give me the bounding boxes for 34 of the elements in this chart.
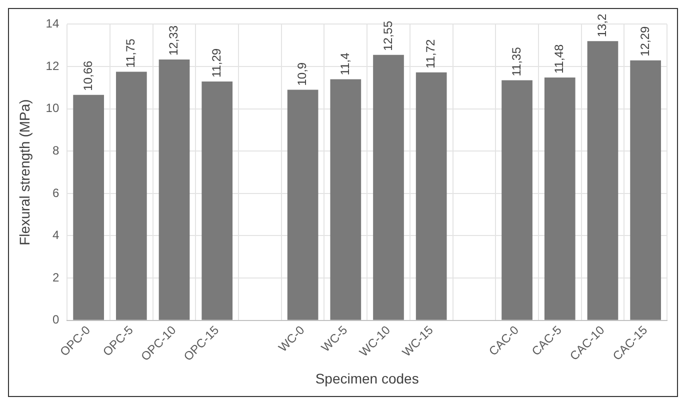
bar [330,79,362,320]
bar [287,90,318,320]
data-label: 12,29 [638,26,652,56]
data-label: 13,2 [595,13,610,38]
y-axis-title: Flexural strength (MPa) [16,99,32,246]
bar [630,60,661,320]
bar [502,80,532,320]
bar [544,78,576,320]
data-label: 11,48 [552,44,566,74]
y-tick-label: 0 [52,312,60,327]
data-label: 11,72 [424,38,438,68]
y-tick-label: 4 [52,228,60,242]
data-label: 12,55 [380,20,395,51]
bar [416,72,447,320]
data-label: 10,66 [80,60,95,91]
y-tick-label: 2 [52,270,60,284]
bar [73,94,104,320]
y-tick-label: 6 [52,186,60,200]
y-tick-label: 10 [46,101,60,116]
y-tick-label: 8 [52,143,60,158]
x-axis-title: Specimen codes [315,370,419,386]
data-label: 12,33 [166,25,181,56]
y-tick-label: 14 [46,16,60,31]
bar [373,54,404,320]
y-tick-label: 12 [46,58,60,73]
data-label: 11,75 [124,38,138,68]
data-label: 11,35 [509,46,524,76]
data-label: 11,4 [338,52,352,76]
data-label: 10,9 [295,62,310,86]
bar [158,60,190,320]
data-label: 11,29 [209,48,224,78]
bar [202,82,233,320]
bar [587,41,618,320]
bar [116,72,147,320]
